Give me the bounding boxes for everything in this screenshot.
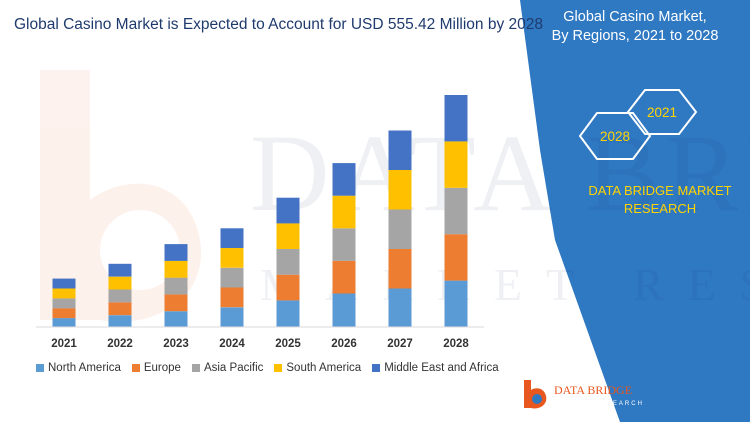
bar-segment-2024-north-america — [220, 307, 244, 327]
chart-legend: North America Europe Asia Pacific South Ame… — [36, 360, 510, 376]
legend-swatch — [274, 364, 283, 372]
brand-caption-line2: RESEARCH — [623, 201, 697, 216]
page-title: Global Casino Market is Expected to Acco… — [14, 16, 543, 33]
bar-segment-2026-north-america — [332, 293, 356, 327]
bar-segment-2023-middle-east-and-africa — [164, 244, 188, 261]
bars-group — [52, 95, 468, 327]
legend-swatch — [36, 364, 44, 372]
hex-end-year-label: 2021 — [647, 105, 677, 120]
hexagon-start-year — [578, 112, 652, 160]
bar-segment-2026-asia-pacific — [332, 228, 356, 261]
legend-label: South America — [286, 362, 362, 374]
side-panel-background — [520, 0, 750, 422]
legend-item-north-america: North America — [36, 362, 121, 374]
bar-segment-2027-north-america — [388, 288, 412, 327]
bar-segment-2021-middle-east-and-africa — [52, 278, 76, 289]
bar-segment-2024-europe — [220, 287, 244, 308]
bar-segment-2021-asia-pacific — [52, 298, 76, 309]
legend-swatch — [372, 364, 381, 372]
bar-segment-2023-south-america — [164, 260, 188, 278]
bar-segment-2024-south-america — [220, 248, 244, 268]
bar-segment-2027-europe — [388, 249, 412, 289]
brand-caption: DATA BRIDGE MARKET RESEARCH — [560, 182, 750, 218]
bar-segment-2025-middle-east-and-africa — [276, 197, 300, 224]
x-tick-label-2021: 2021 — [51, 338, 77, 350]
bar-segment-2027-asia-pacific — [388, 209, 412, 249]
footer-logo-name: DATA BRIDGE — [554, 383, 632, 397]
bar-segment-2021-europe — [52, 308, 76, 319]
bar-segment-2024-middle-east-and-africa — [220, 228, 244, 248]
x-tick-label-2028: 2028 — [443, 338, 469, 350]
legend-item-middle-east-and-africa: Middle East and Africa — [372, 362, 499, 374]
legend-swatch — [131, 364, 140, 372]
bar-segment-2022-south-america — [108, 276, 132, 290]
legend-item-south-america: South America — [274, 362, 361, 374]
x-tick-label-2024: 2024 — [219, 338, 245, 350]
x-tick-label-2027: 2027 — [387, 338, 413, 350]
bar-segment-2022-asia-pacific — [108, 289, 132, 303]
bar-segment-2023-europe — [164, 294, 188, 312]
legend-item-asia-pacific: Asia Pacific — [191, 362, 264, 374]
bar-segment-2022-north-america — [108, 315, 132, 327]
bar-segment-2025-europe — [276, 274, 300, 301]
bar-segment-2028-south-america — [444, 141, 468, 188]
brand-caption-line1: DATA BRIDGE MARKET — [588, 183, 732, 198]
bar-segment-2026-europe — [332, 260, 356, 294]
panel-title: Global Casino Market, By Regions, 2021 t… — [530, 8, 740, 46]
x-tick-label-2023: 2023 — [163, 338, 189, 350]
x-tick-label-2026: 2026 — [331, 338, 357, 350]
bar-segment-2027-middle-east-and-africa — [388, 130, 412, 170]
hex-start-year-label: 2028 — [600, 129, 630, 144]
x-tick-label-2025: 2025 — [275, 338, 301, 350]
panel-title-line1: Global Casino Market, — [563, 9, 707, 25]
bar-segment-2028-north-america — [444, 280, 468, 327]
bar-segment-2026-south-america — [332, 195, 356, 229]
bar-segment-2023-north-america — [164, 311, 188, 327]
footer-logo-mark — [524, 380, 547, 409]
legend-label: Europe — [143, 362, 181, 374]
bar-segment-2021-north-america — [52, 318, 76, 327]
footer-logo: DATA BRIDGE MARKET RESEARCH — [524, 380, 644, 409]
legend-swatch — [191, 364, 200, 372]
legend-item-europe: Europe — [131, 362, 181, 374]
x-tick-label-2022: 2022 — [107, 338, 133, 350]
legend-label: Asia Pacific — [203, 362, 264, 374]
legend-label: North America — [48, 362, 121, 374]
bar-segment-2021-south-america — [52, 288, 76, 299]
hexagon-year-badges — [578, 89, 698, 160]
bar-segment-2026-middle-east-and-africa — [332, 163, 356, 196]
bar-segment-2025-south-america — [276, 223, 300, 249]
bar-segment-2028-europe — [444, 234, 468, 281]
bar-segment-2023-asia-pacific — [164, 277, 188, 295]
bar-segment-2028-middle-east-and-africa — [444, 95, 468, 142]
footer-logo-tagline: MARKET RESEARCH — [554, 401, 644, 407]
bar-segment-2028-asia-pacific — [444, 187, 468, 235]
bar-segment-2022-middle-east-and-africa — [108, 263, 132, 277]
bar-segment-2027-south-america — [388, 170, 412, 210]
legend-label: Middle East and Africa — [384, 362, 499, 374]
x-tick-labels: 2021 2022 2023 2024 2025 2026 2027 2028 — [51, 338, 469, 350]
bar-segment-2025-north-america — [276, 300, 300, 327]
panel-title-line2: By Regions, 2021 to 2028 — [551, 28, 719, 44]
bar-segment-2022-europe — [108, 302, 132, 316]
bar-segment-2024-asia-pacific — [220, 267, 244, 288]
bar-segment-2025-asia-pacific — [276, 249, 300, 275]
